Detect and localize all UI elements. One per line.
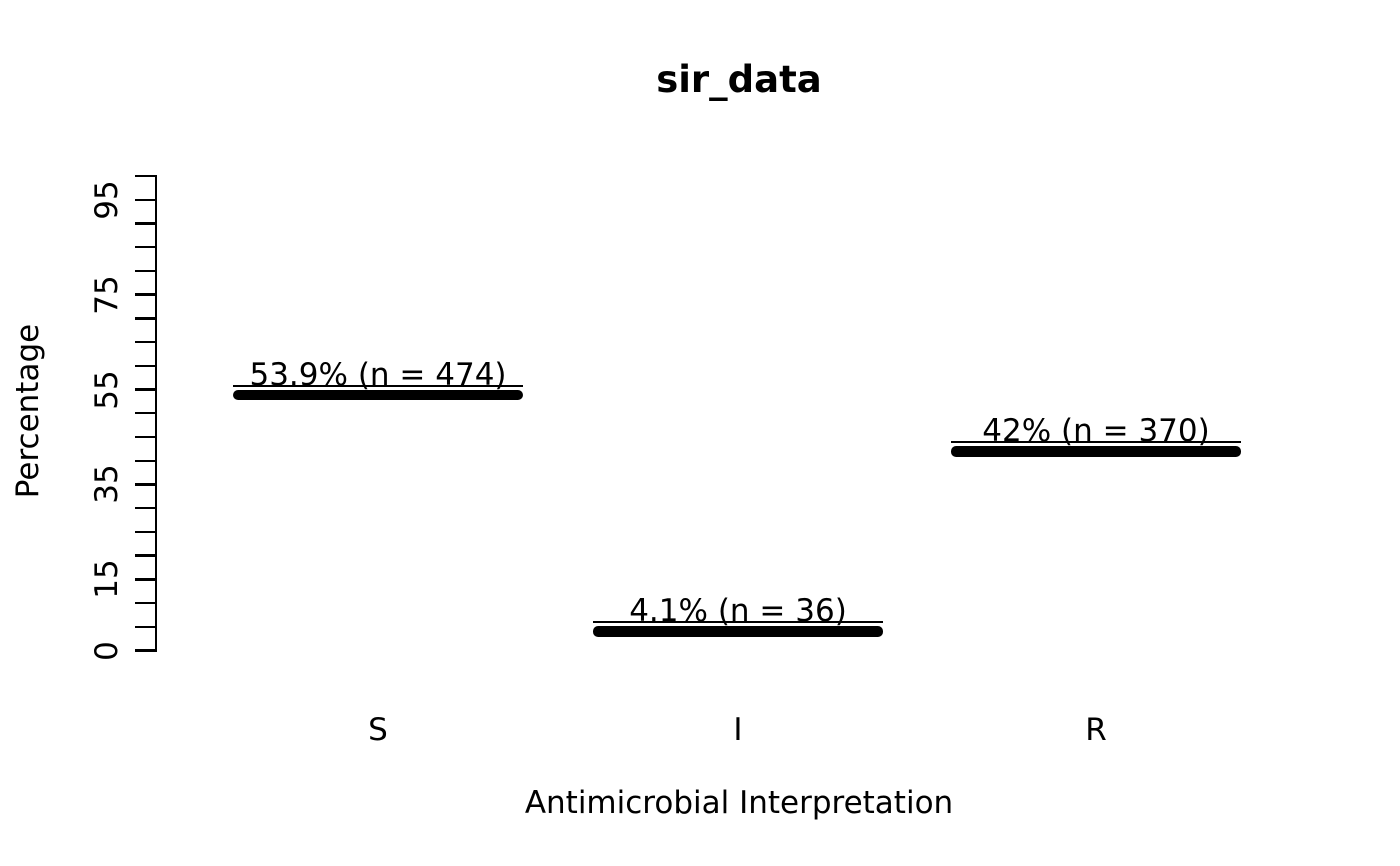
y-axis-title: Percentage xyxy=(10,323,46,499)
bar-underline xyxy=(951,441,1241,444)
x-category-label: R xyxy=(1085,712,1107,748)
bar xyxy=(593,626,883,637)
y-axis-tick-label: 75 xyxy=(89,274,125,315)
bar-value-label: 53.9% (n = 474) xyxy=(249,356,507,393)
bar xyxy=(233,389,523,401)
y-axis-tick xyxy=(135,649,156,652)
y-axis-tick xyxy=(135,198,156,201)
y-axis-tick xyxy=(135,506,156,510)
y-axis-tick xyxy=(135,388,156,391)
y-axis-tick xyxy=(135,412,156,415)
y-axis-tick xyxy=(135,435,156,439)
y-axis-tick-label: 55 xyxy=(89,369,125,410)
y-axis-tick xyxy=(135,317,156,320)
y-axis-tick xyxy=(135,269,156,273)
y-axis-tick xyxy=(135,459,156,462)
y-axis-tick-label: 95 xyxy=(89,179,125,220)
y-axis-tick xyxy=(135,340,156,344)
y-axis-tick xyxy=(135,625,156,628)
x-category-label: I xyxy=(733,712,743,748)
y-axis-tick xyxy=(135,174,156,178)
bar-value-label: 4.1% (n = 36) xyxy=(629,593,847,630)
y-axis-tick xyxy=(135,222,156,225)
x-axis-title: Antimicrobial Interpretation xyxy=(524,785,954,821)
y-axis-tick-label: 0 xyxy=(89,640,125,661)
y-axis-tick xyxy=(135,530,156,534)
bar-underline xyxy=(593,621,883,624)
bar xyxy=(951,446,1241,457)
chart-title: sir_data xyxy=(656,58,822,101)
y-axis-tick xyxy=(135,364,156,367)
y-axis-tick xyxy=(135,601,156,605)
y-axis-tick xyxy=(135,578,156,581)
y-axis-tick-label: 35 xyxy=(89,464,125,505)
x-category-label: S xyxy=(368,712,388,748)
bar-value-label: 42% (n = 370) xyxy=(982,413,1210,450)
y-axis-tick-label: 15 xyxy=(89,559,125,600)
y-axis-tick xyxy=(135,483,156,486)
y-axis-tick xyxy=(135,293,156,296)
y-axis-tick xyxy=(135,554,156,557)
bar-underline xyxy=(233,384,523,387)
y-axis-tick xyxy=(135,245,156,249)
